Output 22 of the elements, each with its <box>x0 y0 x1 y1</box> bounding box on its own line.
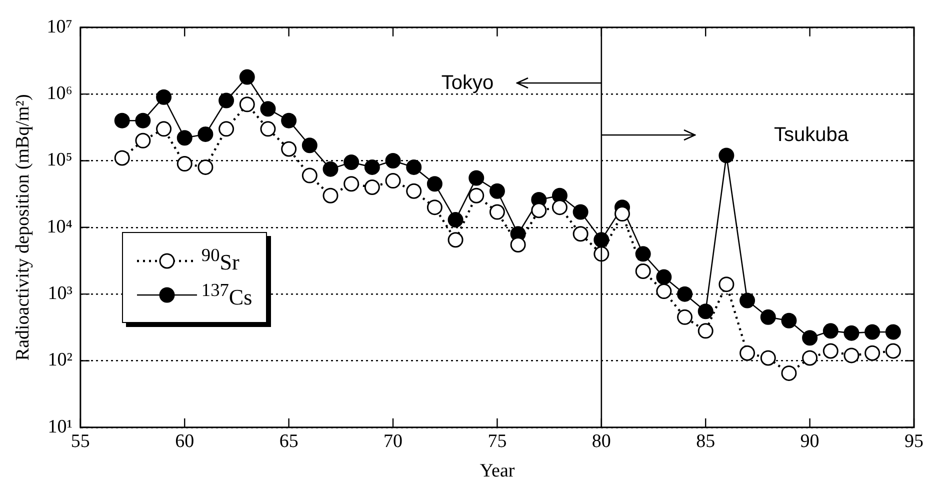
x-tick-label: 60 <box>175 430 194 452</box>
legend-label: $^{137}$Cs <box>201 280 252 310</box>
x-tick-label: 70 <box>384 430 403 452</box>
y-axis-title: Radioactivity deposition (mBq/m²) <box>12 94 34 361</box>
y-tick-label: 10⁷ <box>46 16 72 38</box>
y-tick-label: 10⁴ <box>46 216 73 238</box>
x-tick-label: 55 <box>70 430 90 452</box>
y-tick-label: 10³ <box>48 283 73 304</box>
legend-label: $^{90}$Sr <box>201 245 240 276</box>
annotation: Tokyo <box>441 71 494 96</box>
x-axis-title: Year <box>480 460 516 482</box>
x-tick-label: 75 <box>488 430 507 452</box>
y-tick-label: 10¹ <box>48 416 73 438</box>
x-tick-label: 90 <box>800 430 820 452</box>
x-tick-label: 65 <box>279 430 298 452</box>
x-tick-label: 85 <box>696 430 716 452</box>
x-tick-label: 80 <box>592 430 611 452</box>
x-tick-label: 95 <box>904 430 924 452</box>
annotation: Tsukuba <box>774 123 848 148</box>
y-tick-label: 10⁶ <box>46 83 72 104</box>
y-tick-label: 10² <box>48 350 73 371</box>
y-tick-label: 10⁵ <box>46 150 72 171</box>
